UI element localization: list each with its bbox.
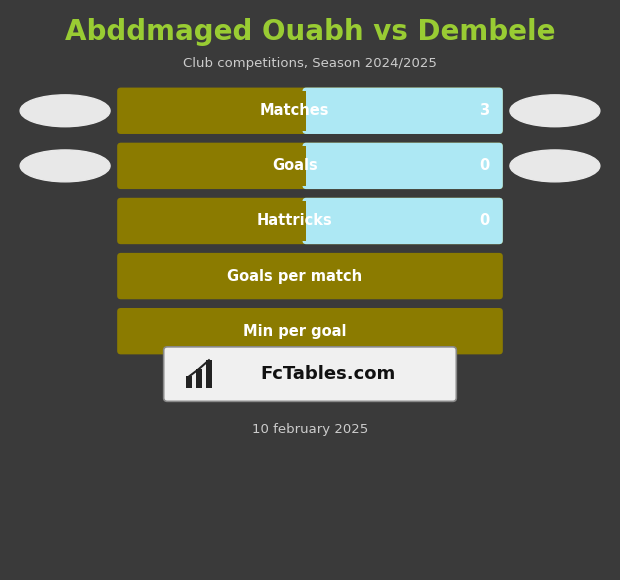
Text: Goals: Goals xyxy=(272,158,317,173)
Text: 10 february 2025: 10 february 2025 xyxy=(252,423,368,436)
Bar xyxy=(196,369,202,388)
FancyBboxPatch shape xyxy=(303,198,503,244)
Text: Hattricks: Hattricks xyxy=(257,213,333,229)
Text: 0: 0 xyxy=(479,213,489,229)
FancyBboxPatch shape xyxy=(117,308,503,354)
Text: Club competitions, Season 2024/2025: Club competitions, Season 2024/2025 xyxy=(183,57,437,70)
Bar xyxy=(121,146,306,186)
Ellipse shape xyxy=(20,95,110,126)
FancyBboxPatch shape xyxy=(303,88,503,134)
Text: Abddmaged Ouabh vs Dembele: Abddmaged Ouabh vs Dembele xyxy=(64,18,556,46)
Text: Min per goal: Min per goal xyxy=(243,324,347,339)
Bar xyxy=(206,360,212,388)
FancyBboxPatch shape xyxy=(164,347,456,401)
FancyBboxPatch shape xyxy=(117,253,503,299)
Ellipse shape xyxy=(510,150,600,182)
FancyBboxPatch shape xyxy=(303,143,503,189)
Text: Goals per match: Goals per match xyxy=(228,269,363,284)
FancyBboxPatch shape xyxy=(117,88,503,134)
Text: Matches: Matches xyxy=(260,103,330,118)
Bar xyxy=(121,91,306,130)
Text: 0: 0 xyxy=(479,158,489,173)
Bar xyxy=(186,376,192,388)
Text: FcTables.com: FcTables.com xyxy=(260,365,396,383)
Text: 3: 3 xyxy=(479,103,489,118)
Ellipse shape xyxy=(510,95,600,126)
Ellipse shape xyxy=(20,150,110,182)
FancyBboxPatch shape xyxy=(117,198,503,244)
Bar xyxy=(121,201,306,241)
FancyBboxPatch shape xyxy=(117,143,503,189)
